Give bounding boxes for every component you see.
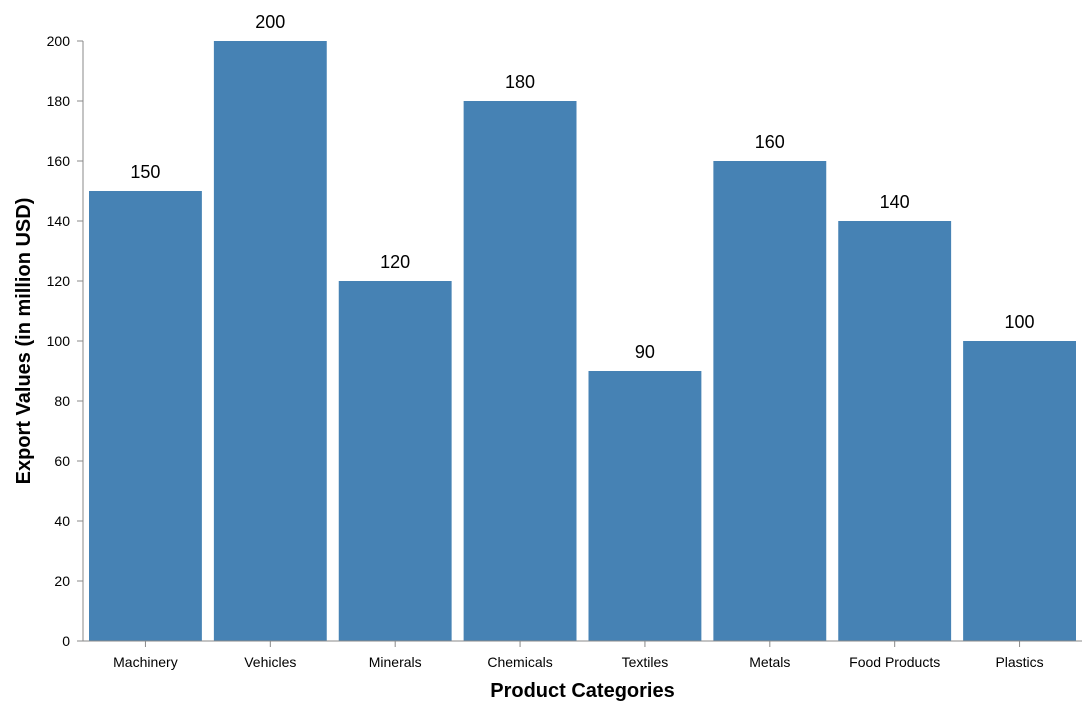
bar-textiles bbox=[588, 371, 702, 641]
x-axis: Machinery Vehicles Minerals Chemicals Textil… bbox=[83, 640, 1082, 670]
y-tick-label: 80 bbox=[54, 393, 70, 409]
y-tick-label: 140 bbox=[47, 213, 71, 229]
x-tick-label: Chemicals bbox=[487, 654, 552, 670]
bars-layer bbox=[89, 41, 1076, 641]
y-tick-label: 180 bbox=[47, 93, 71, 109]
data-label-vehicles: 200 bbox=[255, 12, 285, 32]
y-tick-label: 0 bbox=[62, 633, 70, 649]
x-tick-label: Plastics bbox=[995, 654, 1043, 670]
y-axis: 0 20 40 60 80 100 120 140 160 180 200 bbox=[47, 33, 84, 649]
bar-food-products bbox=[838, 221, 952, 641]
x-tick-label: Vehicles bbox=[244, 654, 296, 670]
y-tick-label: 200 bbox=[47, 33, 71, 49]
x-tick-label: Minerals bbox=[369, 654, 422, 670]
y-tick-label: 160 bbox=[47, 153, 71, 169]
data-label-plastics: 100 bbox=[1005, 312, 1035, 332]
data-label-minerals: 120 bbox=[380, 252, 410, 272]
data-label-metals: 160 bbox=[755, 132, 785, 152]
data-label-chemicals: 180 bbox=[505, 72, 535, 92]
data-label-textiles: 90 bbox=[635, 342, 655, 362]
x-tick-label: Metals bbox=[749, 654, 790, 670]
bar-vehicles bbox=[213, 41, 327, 641]
y-tick-label: 100 bbox=[47, 333, 71, 349]
x-axis-title: Product Categories bbox=[490, 680, 674, 702]
y-axis-title: Export Values (in million USD) bbox=[13, 198, 35, 485]
x-tick-label: Textiles bbox=[622, 654, 669, 670]
bar-metals bbox=[713, 161, 827, 641]
bar-chemicals bbox=[463, 101, 577, 641]
x-tick-label: Food Products bbox=[849, 654, 940, 670]
data-labels-layer: 150 200 120 180 90 160 140 100 bbox=[130, 12, 1034, 362]
bar-plastics bbox=[963, 341, 1076, 641]
y-tick-label: 60 bbox=[54, 453, 70, 469]
data-label-food-products: 140 bbox=[880, 192, 910, 212]
bar-minerals bbox=[338, 281, 452, 641]
x-tick-label: Machinery bbox=[113, 654, 178, 670]
y-tick-label: 120 bbox=[47, 273, 71, 289]
y-tick-label: 20 bbox=[54, 573, 70, 589]
y-tick-label: 40 bbox=[54, 513, 70, 529]
data-label-machinery: 150 bbox=[130, 162, 160, 182]
bar-machinery bbox=[89, 191, 202, 641]
